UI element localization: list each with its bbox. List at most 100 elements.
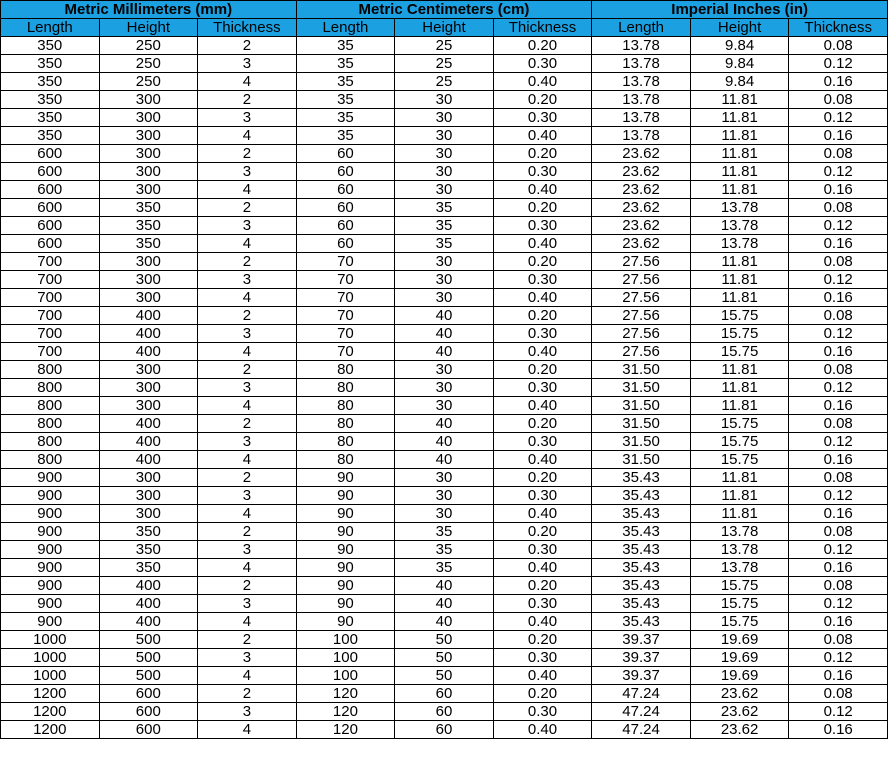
cell: 2 (197, 306, 297, 325)
data-row: 800 400 3 80 40 0.30 31.50 15.75 0.12 (0, 432, 888, 451)
column-header: Height (98, 18, 199, 37)
cell: 47.24 (591, 720, 691, 739)
data-row: 1000 500 2 100 50 0.20 39.37 19.69 0.08 (0, 630, 888, 649)
cell: 90 (295, 612, 396, 631)
cell: 300 (98, 270, 199, 289)
cell: 80 (295, 450, 396, 469)
cell: 4 (197, 396, 297, 415)
data-row: 900 400 4 90 40 0.40 35.43 15.75 0.16 (0, 612, 888, 631)
data-row: 800 300 4 80 30 0.40 31.50 11.81 0.16 (0, 396, 888, 415)
cell: 0.12 (788, 702, 888, 721)
cell: 3 (197, 54, 297, 73)
cell: 600 (0, 144, 100, 163)
cell: 300 (98, 90, 199, 109)
cell: 35.43 (591, 594, 691, 613)
data-row: 350 300 4 35 30 0.40 13.78 11.81 0.16 (0, 126, 888, 145)
cell: 700 (0, 306, 100, 325)
cell: 4 (197, 666, 297, 685)
data-row: 900 400 2 90 40 0.20 35.43 15.75 0.08 (0, 576, 888, 595)
cell: 1200 (0, 720, 100, 739)
cell: 80 (295, 414, 396, 433)
cell: 0.08 (788, 306, 888, 325)
cell: 0.30 (492, 594, 593, 613)
cell: 3 (197, 378, 297, 397)
cell: 60 (295, 144, 396, 163)
cell: 350 (0, 36, 100, 55)
cell: 70 (295, 288, 396, 307)
cell: 35 (394, 198, 494, 217)
cell: 2 (197, 468, 297, 487)
cell: 13.78 (689, 522, 790, 541)
cell: 9.84 (689, 54, 790, 73)
cell: 0.16 (788, 342, 888, 361)
data-row: 700 400 4 70 40 0.40 27.56 15.75 0.16 (0, 342, 888, 361)
cell: 400 (98, 450, 199, 469)
cell: 30 (394, 90, 494, 109)
cell: 0.30 (492, 162, 593, 181)
cell: 0.12 (788, 216, 888, 235)
cell: 90 (295, 558, 396, 577)
cell: 350 (98, 198, 199, 217)
cell: 0.08 (788, 522, 888, 541)
cell: 0.20 (492, 144, 593, 163)
data-row: 800 300 2 80 30 0.20 31.50 11.81 0.08 (0, 360, 888, 379)
cell: 19.69 (689, 630, 790, 649)
cell: 1000 (0, 666, 100, 685)
cell: 60 (394, 720, 494, 739)
cell: 0.20 (492, 360, 593, 379)
cell: 0.40 (492, 720, 593, 739)
cell: 23.62 (689, 684, 790, 703)
cell: 0.16 (788, 126, 888, 145)
cell: 0.16 (788, 450, 888, 469)
cell: 13.78 (591, 72, 691, 91)
group-header: Metric Millimeters (mm) (0, 0, 297, 19)
cell: 300 (98, 486, 199, 505)
cell: 70 (295, 324, 396, 343)
cell: 2 (197, 198, 297, 217)
data-row: 700 400 2 70 40 0.20 27.56 15.75 0.08 (0, 306, 888, 325)
cell: 0.40 (492, 126, 593, 145)
cell: 0.30 (492, 216, 593, 235)
cell: 23.62 (591, 162, 691, 181)
data-row: 900 300 4 90 30 0.40 35.43 11.81 0.16 (0, 504, 888, 523)
cell: 0.20 (492, 576, 593, 595)
cell: 0.12 (788, 486, 888, 505)
cell: 31.50 (591, 450, 691, 469)
cell: 27.56 (591, 252, 691, 271)
cell: 27.56 (591, 324, 691, 343)
cell: 800 (0, 360, 100, 379)
cell: 0.12 (788, 540, 888, 559)
cell: 2 (197, 36, 297, 55)
cell: 0.16 (788, 612, 888, 631)
cell: 500 (98, 666, 199, 685)
cell: 3 (197, 540, 297, 559)
cell: 0.40 (492, 612, 593, 631)
cell: 4 (197, 288, 297, 307)
cell: 4 (197, 612, 297, 631)
cell: 23.62 (591, 180, 691, 199)
cell: 40 (394, 432, 494, 451)
cell: 0.08 (788, 684, 888, 703)
cell: 0.40 (492, 450, 593, 469)
cell: 350 (98, 216, 199, 235)
cell: 80 (295, 396, 396, 415)
cell: 300 (98, 126, 199, 145)
cell: 15.75 (689, 432, 790, 451)
cell: 23.62 (591, 144, 691, 163)
data-row: 600 300 3 60 30 0.30 23.62 11.81 0.12 (0, 162, 888, 181)
cell: 60 (394, 684, 494, 703)
column-header-row: Length Height Thickness Length Height Thickne… (0, 18, 888, 37)
cell: 90 (295, 468, 396, 487)
cell: 3 (197, 216, 297, 235)
cell: 0.40 (492, 180, 593, 199)
data-row: 900 300 2 90 30 0.20 35.43 11.81 0.08 (0, 468, 888, 487)
data-row: 800 300 3 80 30 0.30 31.50 11.81 0.12 (0, 378, 888, 397)
cell: 30 (394, 162, 494, 181)
cell: 40 (394, 450, 494, 469)
cell: 25 (394, 54, 494, 73)
cell: 900 (0, 612, 100, 631)
cell: 900 (0, 558, 100, 577)
cell: 300 (98, 396, 199, 415)
cell: 700 (0, 270, 100, 289)
cell: 11.81 (689, 162, 790, 181)
